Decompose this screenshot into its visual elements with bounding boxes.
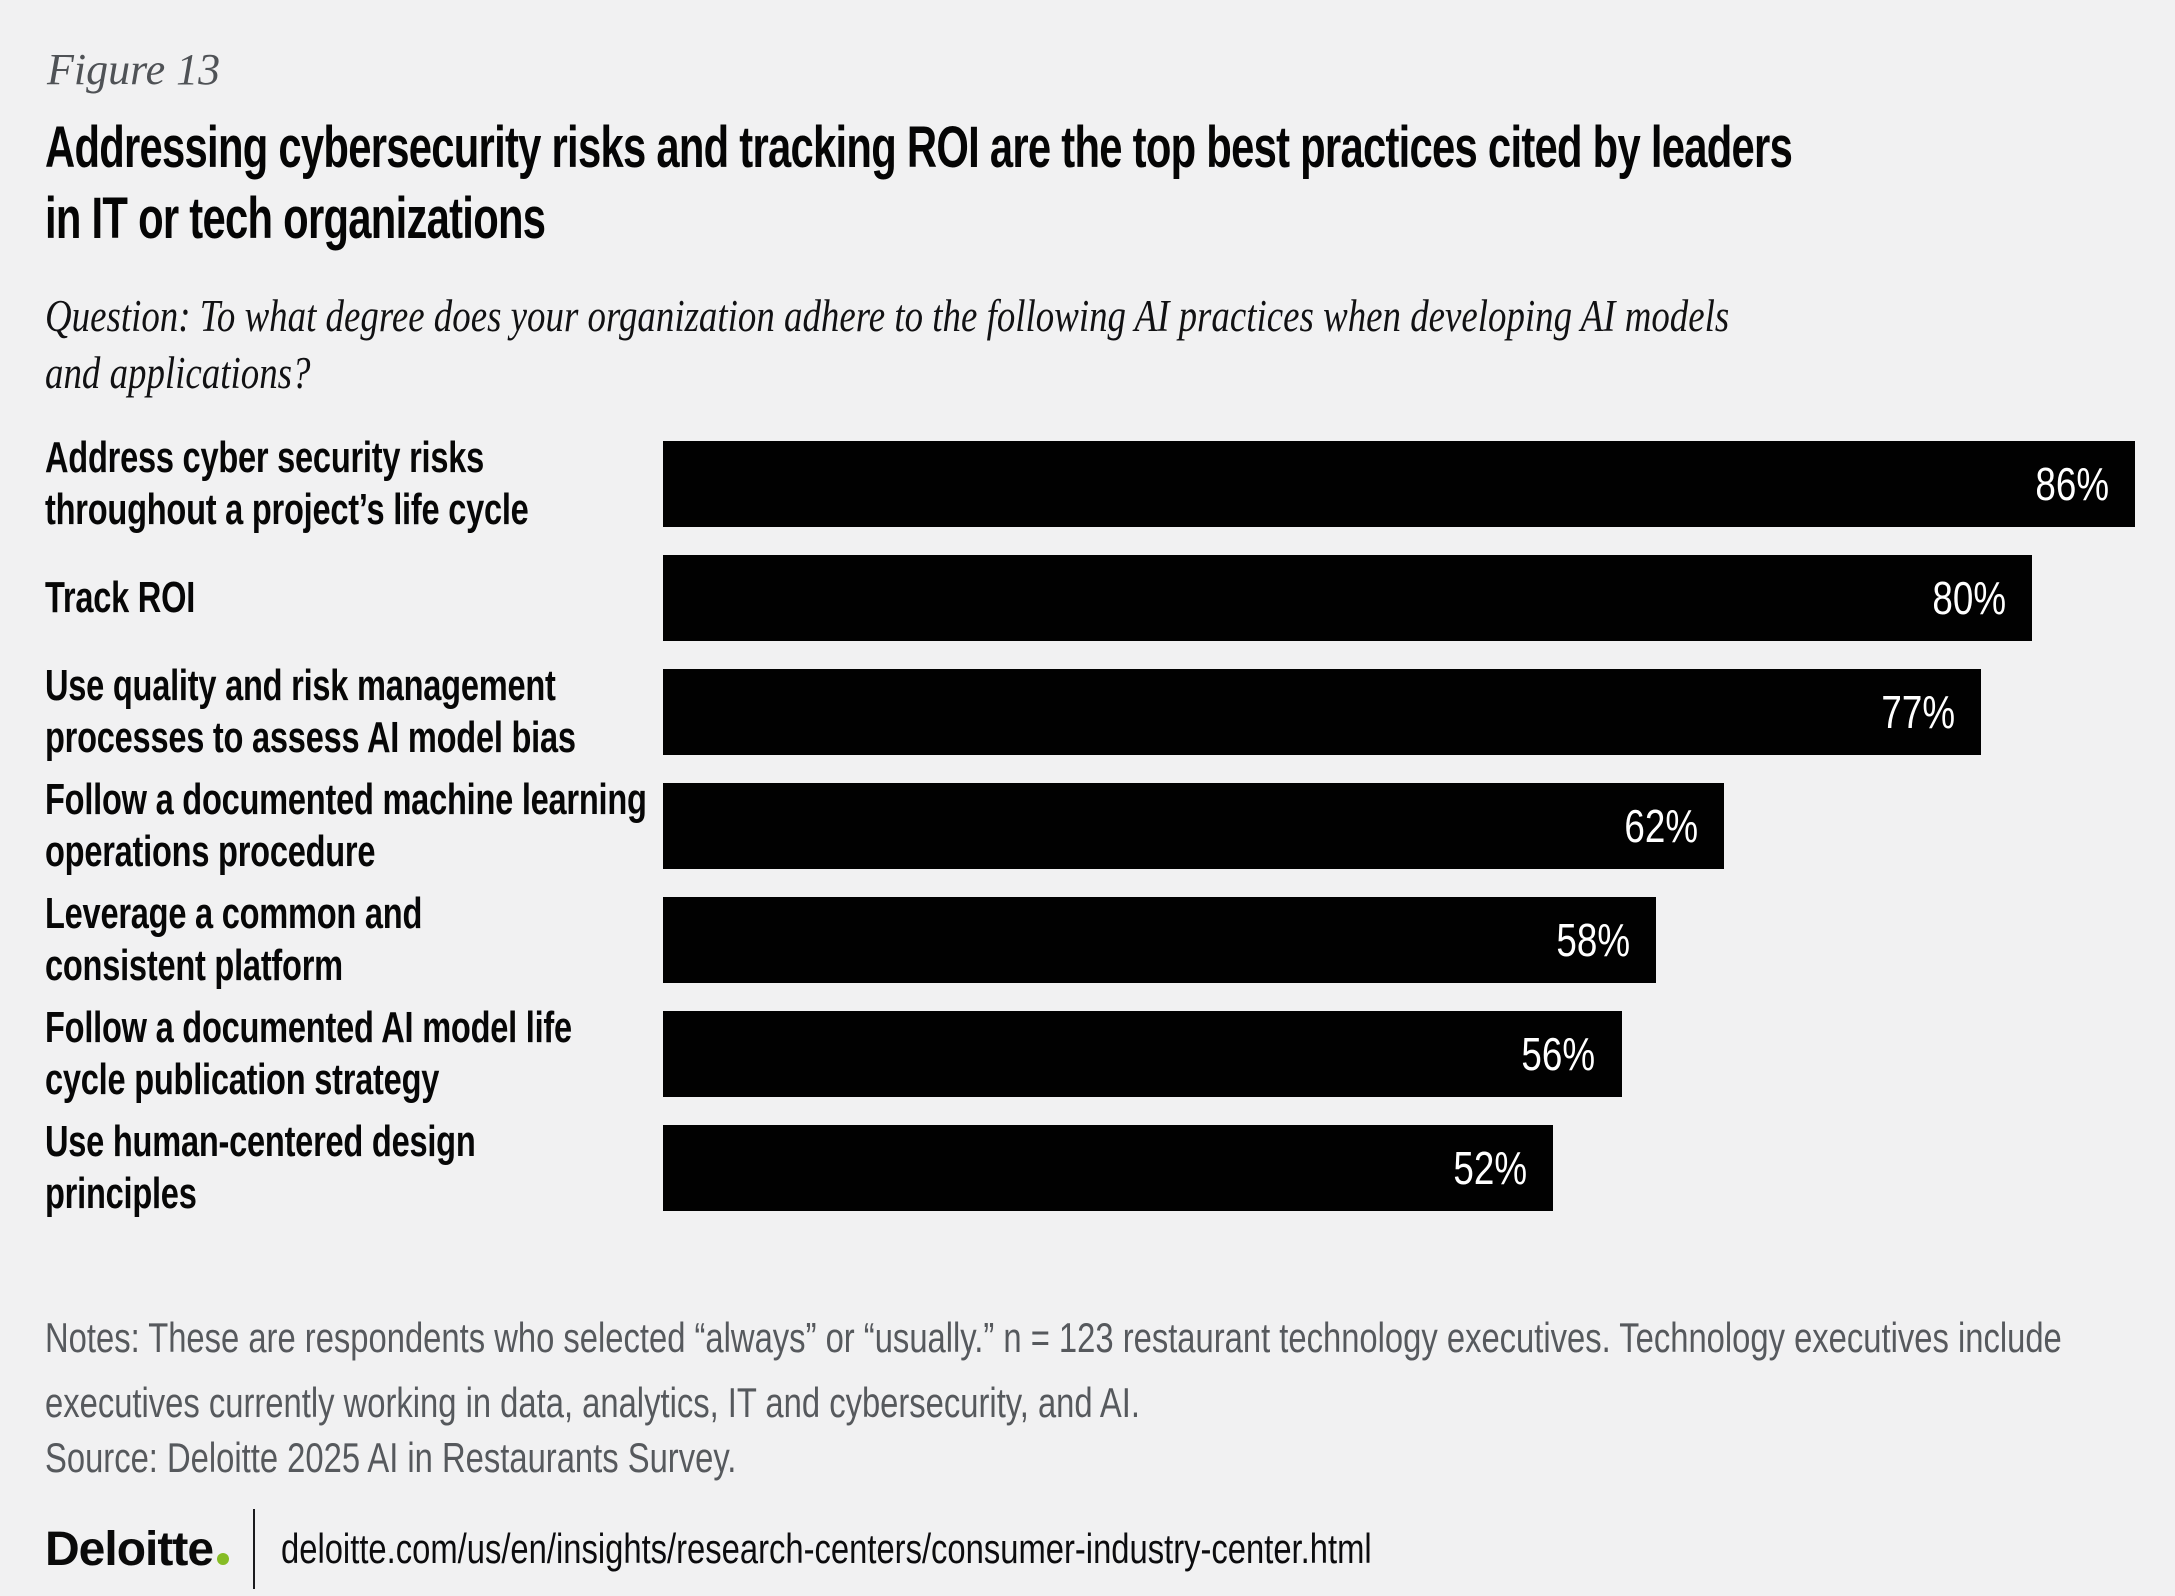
bar-track: 80% <box>663 555 2135 641</box>
chart-row: Use human-centered design principles 52% <box>45 1117 2135 1218</box>
green-dot-icon <box>217 1552 230 1565</box>
category-label: Address cyber security risks throughout a… <box>45 433 529 534</box>
chart-row: Follow a documented machine learning oper… <box>45 775 2135 876</box>
category-label: Track ROI <box>45 573 196 622</box>
footer: Deloitte deloitte.com/us/en/insights/res… <box>45 1505 1679 1593</box>
bar: 86% <box>663 441 2135 527</box>
footer-url[interactable]: deloitte.com/us/en/insights/research-cen… <box>281 1525 1372 1572</box>
bar: 62% <box>663 783 1725 869</box>
bar-track: 56% <box>663 1011 2135 1097</box>
bar-value-label: 62% <box>1624 800 1699 852</box>
chart-row: Track ROI 80% <box>45 555 2135 641</box>
footer-divider <box>253 1509 256 1589</box>
bar: 77% <box>663 669 1981 755</box>
chart-row: Use quality and risk management processes… <box>45 661 2135 762</box>
bar-track: 86% <box>663 441 2135 527</box>
bar-track: 62% <box>663 783 2135 869</box>
chart-row: Leverage a common and consistent platform… <box>45 889 2135 990</box>
bar-value-label: 77% <box>1881 686 1955 738</box>
bar: 58% <box>663 897 1656 983</box>
bar-chart: Address cyber security risks throughout a… <box>45 433 2135 1239</box>
bar-track: 77% <box>663 669 2135 755</box>
chart-row: Follow a documented AI model life cycle p… <box>45 1003 2135 1104</box>
figure-label: Figure 13 <box>47 45 221 94</box>
category-label: Use quality and risk management processes… <box>45 661 576 762</box>
page-title: Addressing cybersecurity risks and track… <box>45 115 1793 251</box>
bar-value-label: 58% <box>1556 914 1630 966</box>
bar-value-label: 52% <box>1453 1142 1528 1194</box>
category-label: Leverage a common and consistent platform <box>45 889 423 990</box>
notes-text: Notes: These are respondents who selecte… <box>45 1314 2062 1426</box>
category-label: Follow a documented AI model life cycle p… <box>45 1003 572 1104</box>
bar-value-label: 86% <box>2035 458 2109 510</box>
chart-row: Address cyber security risks throughout a… <box>45 433 2135 534</box>
category-label: Use human-centered design principles <box>45 1117 476 1218</box>
bar-track: 58% <box>663 897 2135 983</box>
source-text: Source: Deloitte 2025 AI in Restaurants … <box>45 1434 737 1481</box>
bar-value-label: 56% <box>1521 1028 1596 1080</box>
question-text: Question: To what degree does your organ… <box>45 291 1730 398</box>
deloitte-logo: Deloitte <box>45 1522 230 1577</box>
bar-track: 52% <box>663 1125 2135 1211</box>
category-label: Follow a documented machine learning oper… <box>45 775 647 876</box>
brand-text: Deloitte <box>45 1522 214 1576</box>
bar: 80% <box>663 555 2033 641</box>
bar: 56% <box>663 1011 1622 1097</box>
bar: 52% <box>663 1125 1554 1211</box>
bar-value-label: 80% <box>1932 572 2007 624</box>
